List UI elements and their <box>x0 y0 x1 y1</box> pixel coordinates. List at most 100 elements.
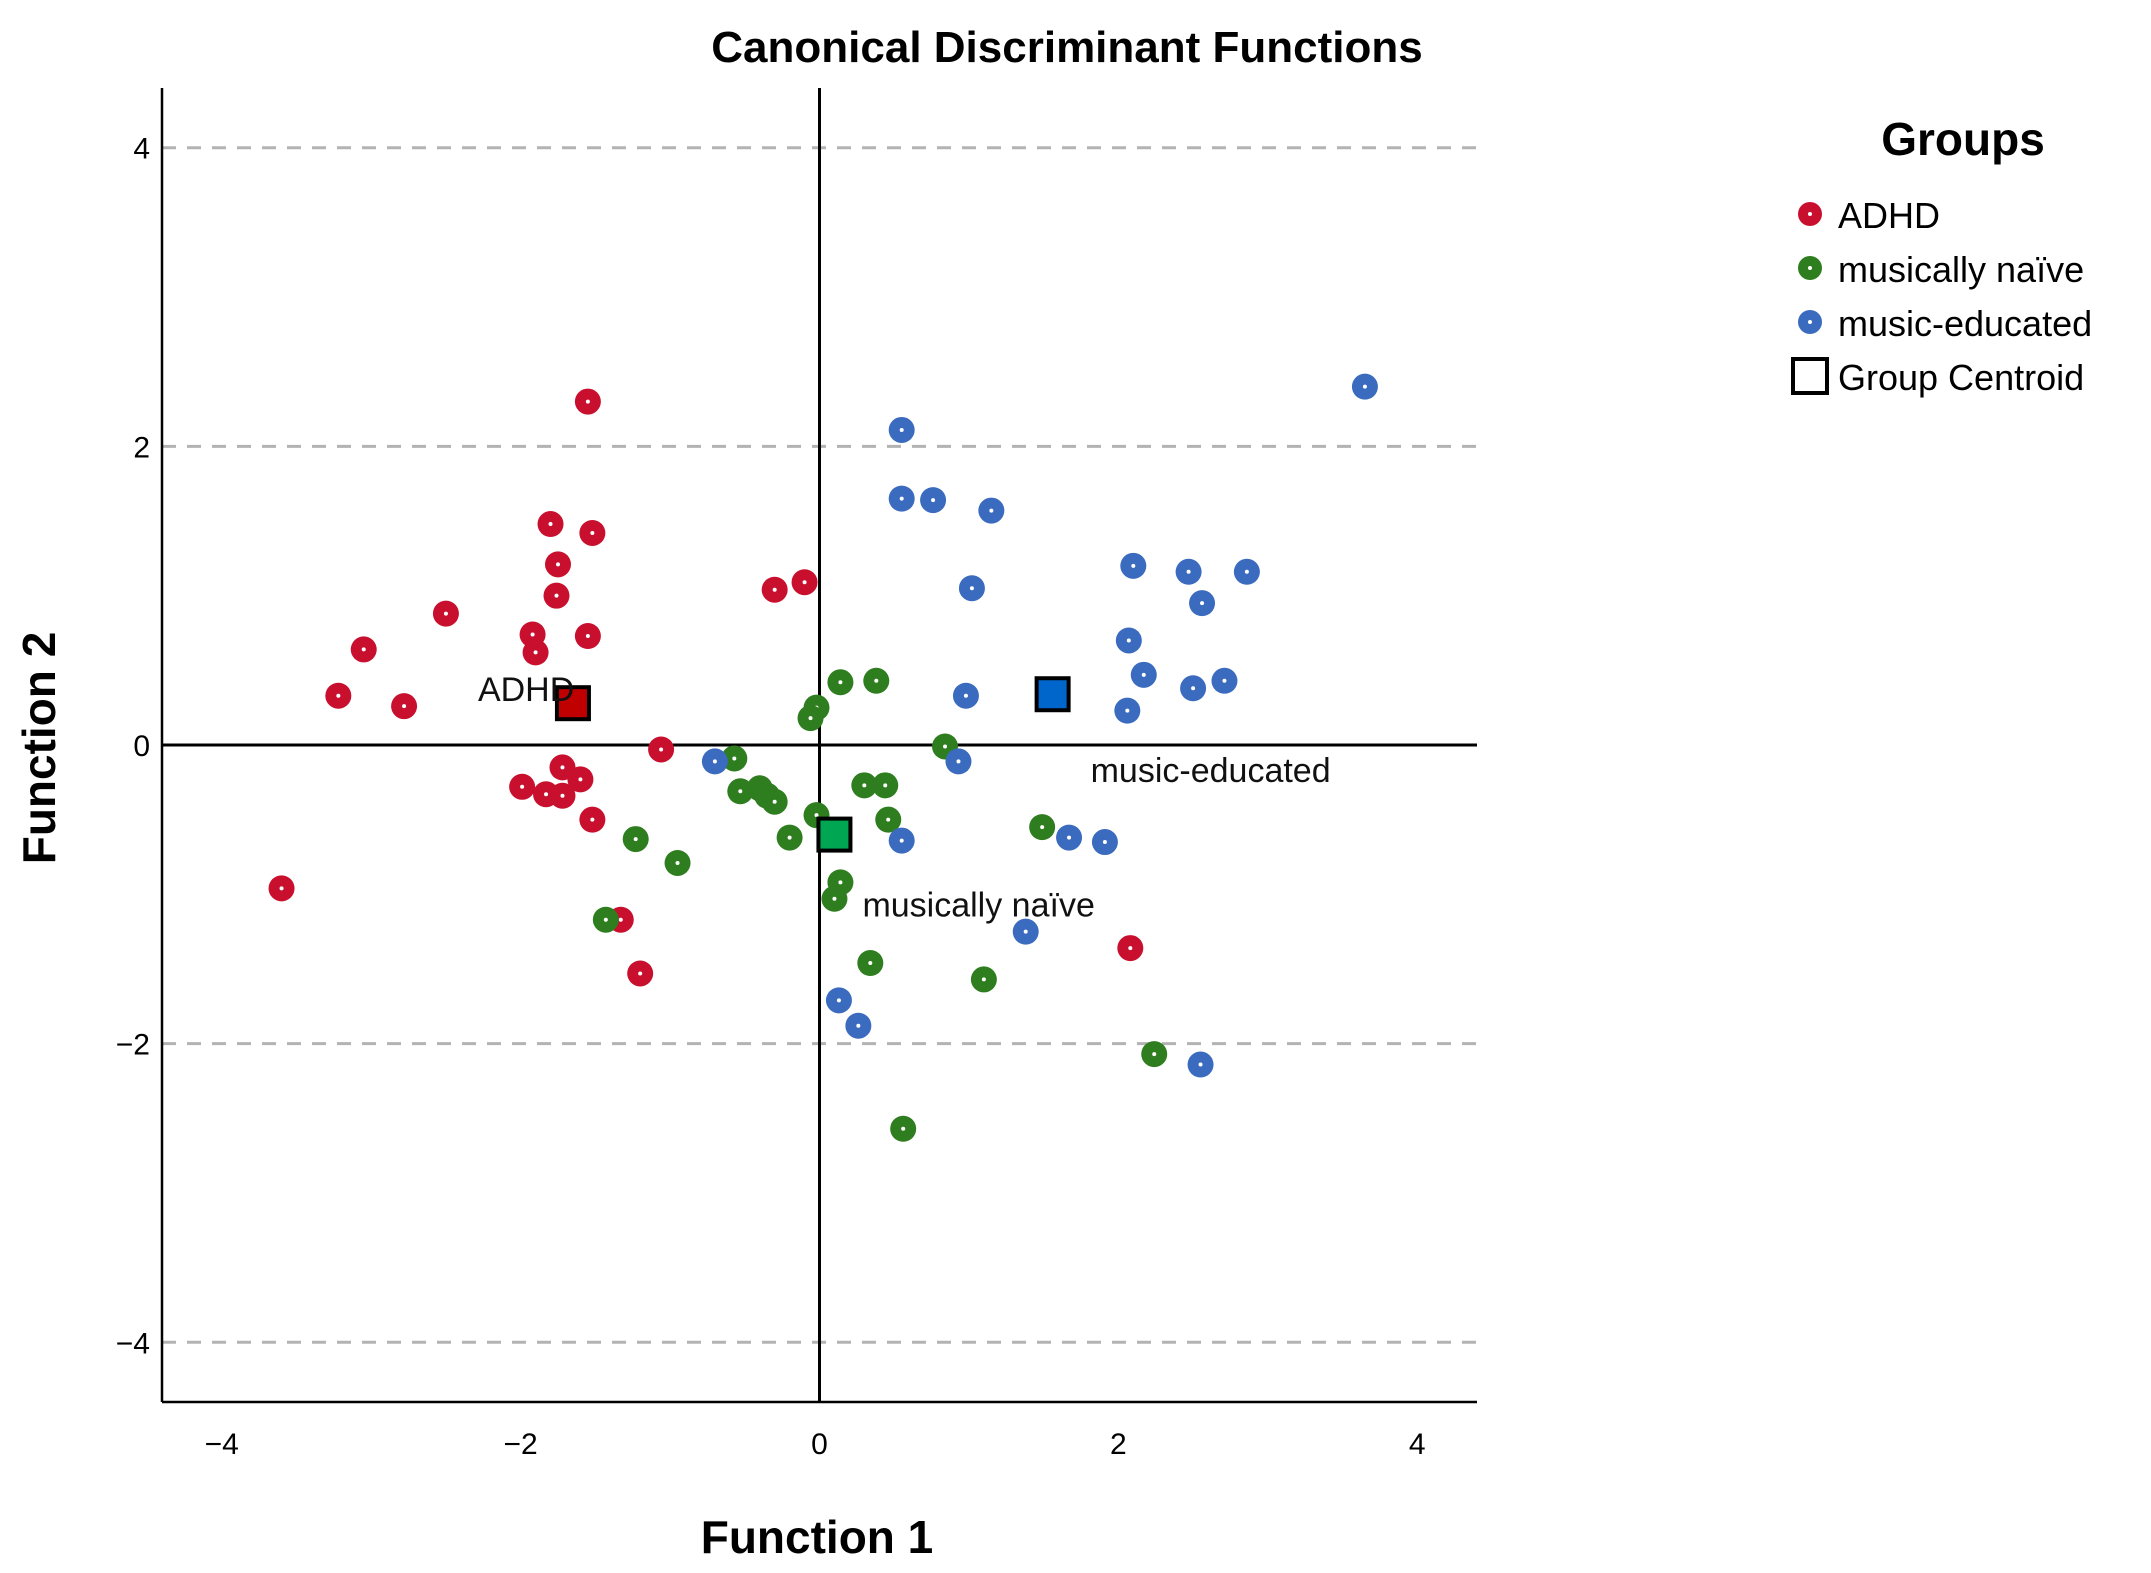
legend-title: Groups <box>1881 113 2045 165</box>
data-point <box>863 667 890 694</box>
data-point-center <box>443 611 448 616</box>
data-point-center <box>732 756 737 761</box>
data-point-center <box>578 777 583 782</box>
data-point <box>945 748 972 775</box>
data-point <box>592 906 619 933</box>
data-point <box>622 826 649 853</box>
chart-title: Canonical Discriminant Functions <box>711 23 1422 72</box>
data-point <box>543 582 570 609</box>
data-point-center <box>899 838 904 843</box>
y-tick-label: −4 <box>116 1327 150 1360</box>
data-point-center <box>868 961 873 966</box>
legend-marker-center <box>1808 266 1812 270</box>
data-point <box>268 875 295 902</box>
data-point <box>1175 558 1202 585</box>
data-point <box>970 966 997 993</box>
data-point <box>888 827 915 854</box>
data-point-center <box>772 587 777 592</box>
data-point-center <box>738 789 743 794</box>
data-point-center <box>560 765 565 770</box>
data-point <box>1189 590 1216 617</box>
data-point <box>797 705 824 732</box>
centroid-label: ADHD <box>478 671 574 709</box>
data-point-center <box>1067 835 1072 840</box>
data-point <box>391 693 418 720</box>
data-point <box>567 766 594 793</box>
data-point-center <box>618 917 623 922</box>
data-points <box>268 373 1378 1142</box>
data-point-center <box>1102 840 1107 845</box>
data-point <box>1141 1041 1168 1068</box>
data-point-center <box>590 817 595 822</box>
legend: Groups ADHD musically naïve music-educated… <box>1791 113 2092 398</box>
data-point <box>875 806 902 833</box>
y-axis-title: Function 2 <box>13 632 65 865</box>
data-point-center <box>899 496 904 501</box>
data-point-center <box>533 650 538 655</box>
data-point-center <box>675 860 680 865</box>
data-point <box>1211 667 1238 694</box>
data-point <box>544 551 571 578</box>
data-point <box>920 487 947 514</box>
data-point <box>1233 558 1260 585</box>
data-point-center <box>1131 563 1136 568</box>
axes <box>160 88 1477 1404</box>
data-point-center <box>772 799 777 804</box>
data-point-center <box>1200 601 1205 606</box>
data-point-center <box>560 793 565 798</box>
data-point <box>888 485 915 512</box>
data-point <box>721 745 748 772</box>
data-point <box>776 824 803 851</box>
data-point <box>761 576 788 603</box>
data-point-center <box>603 917 608 922</box>
data-point <box>1130 661 1157 688</box>
data-point <box>1114 697 1141 724</box>
data-point-center <box>585 399 590 404</box>
x-tick-label: 4 <box>1409 1428 1426 1461</box>
data-point <box>845 1012 872 1039</box>
data-point <box>825 987 852 1014</box>
data-point-center <box>883 783 888 788</box>
y-tick-label: 4 <box>133 133 150 166</box>
y-tick-label: 0 <box>133 730 150 763</box>
data-point <box>574 388 601 415</box>
centroid-marker <box>816 816 853 853</box>
data-point <box>664 849 691 876</box>
data-point <box>1351 373 1378 400</box>
data-point-center <box>1191 686 1196 691</box>
data-point-center <box>585 633 590 638</box>
data-point <box>627 960 654 987</box>
data-point-center <box>808 716 813 721</box>
data-point <box>872 772 899 799</box>
data-point-center <box>802 580 807 585</box>
data-point-center <box>530 632 535 637</box>
data-point <box>579 806 606 833</box>
data-point-center <box>943 744 948 749</box>
legend-label: music-educated <box>1838 303 2092 344</box>
data-point-center <box>874 678 879 683</box>
data-point-center <box>279 886 284 891</box>
data-point <box>1120 552 1147 579</box>
tick-labels: −4 −2 0 2 4 −4 −2 0 2 4 <box>116 133 1426 1461</box>
legend-marker-center <box>1808 320 1812 324</box>
data-point-center <box>402 704 407 709</box>
data-point <box>1187 1051 1214 1078</box>
x-axis-title: Function 1 <box>701 1511 934 1563</box>
data-point <box>325 682 352 709</box>
data-point-center <box>814 813 819 818</box>
data-point <box>952 682 979 709</box>
legend-label: ADHD <box>1838 195 1940 236</box>
x-tick-label: −2 <box>504 1428 538 1461</box>
data-point-center <box>1244 569 1249 574</box>
data-point <box>1117 935 1144 962</box>
x-tick-label: 2 <box>1110 1428 1127 1461</box>
data-point <box>432 600 459 627</box>
data-point <box>888 416 915 443</box>
data-point-center <box>544 792 549 797</box>
data-point-center <box>886 817 891 822</box>
data-point <box>1029 814 1056 841</box>
legend-centroid-marker <box>1791 357 1829 395</box>
data-point-center <box>1126 638 1131 643</box>
x-tick-label: −4 <box>205 1428 239 1461</box>
